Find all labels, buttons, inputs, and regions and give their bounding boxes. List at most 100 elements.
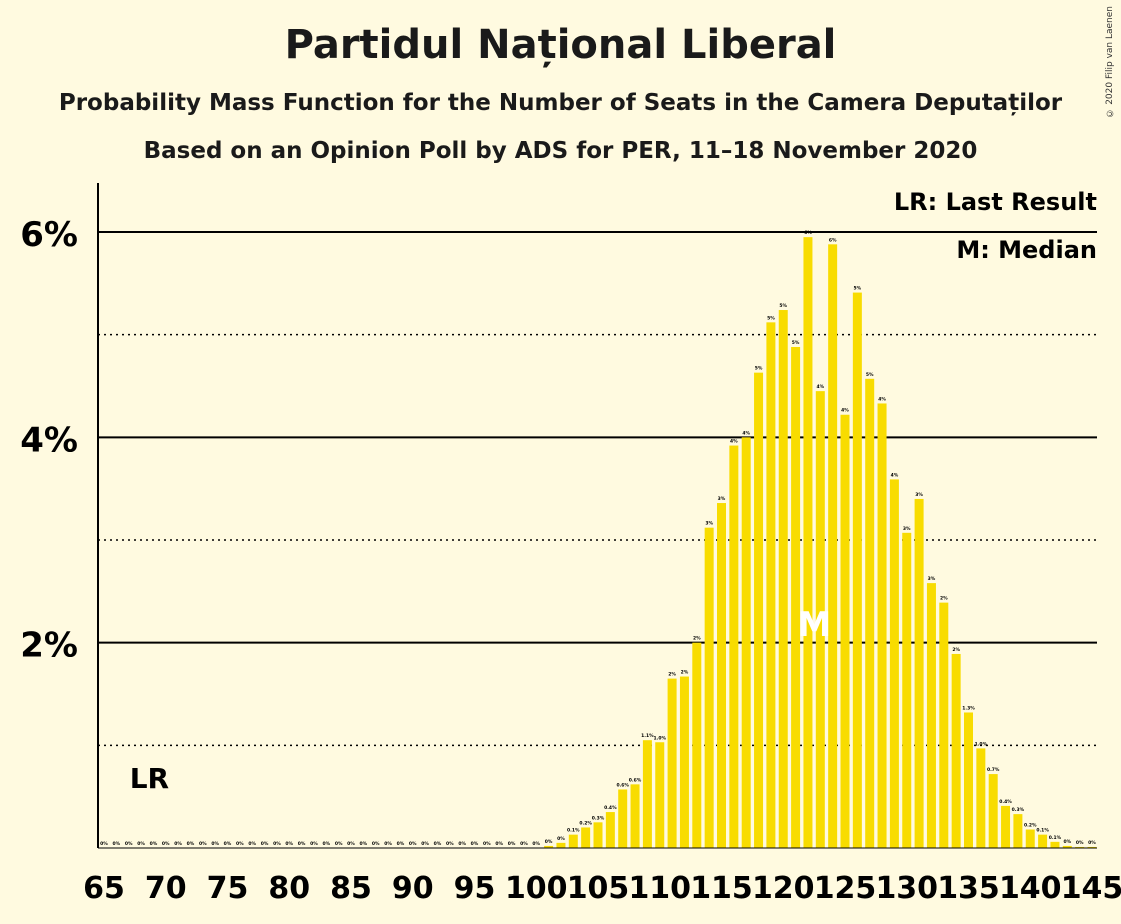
x-tick-label: 130	[875, 871, 938, 906]
bar-seat-124	[828, 244, 838, 848]
bar-seat-115	[717, 503, 726, 848]
bar-label-seat-91: 0%	[421, 841, 429, 847]
bar-label-seat-114: 3%	[705, 521, 713, 527]
x-tick-label: 135	[937, 871, 1000, 906]
x-tick-label: 70	[145, 871, 187, 906]
bar-label-seat-65: 0%	[100, 841, 108, 847]
bar-seat-113	[692, 642, 702, 848]
bar-label-seat-112: 2%	[681, 670, 689, 676]
axes	[97, 183, 1097, 849]
bar-seat-141	[1038, 834, 1048, 848]
bar-seat-101	[544, 845, 554, 848]
x-tick-label: 145	[1061, 871, 1121, 906]
bar-label-seat-86: 0%	[360, 841, 368, 847]
bar-series	[544, 237, 1097, 849]
bar-label-seat-109: 1.1%	[641, 733, 654, 739]
bar-label-seat-115: 3%	[718, 496, 726, 502]
bar-label-seat-121: 5%	[792, 340, 800, 346]
bar-label-seat-67: 0%	[125, 841, 133, 847]
legend-median: M: Median	[956, 236, 1097, 264]
bar-label-seat-92: 0%	[434, 841, 442, 847]
x-tick-label: 125	[814, 871, 877, 906]
bar-label-seat-93: 0%	[446, 841, 454, 847]
bar-label-seat-73: 0%	[199, 841, 207, 847]
bar-seat-142	[1050, 841, 1060, 848]
bar-label-seat-131: 3%	[915, 492, 923, 498]
bar-label-seat-106: 0.4%	[604, 805, 617, 811]
bar-label-seat-141: 0.1%	[1036, 828, 1049, 834]
x-tick-label: 140	[999, 871, 1062, 906]
last-result-marker: LR	[130, 762, 169, 795]
x-tick-label: 120	[752, 871, 815, 906]
bar-seat-112	[679, 676, 689, 848]
bar-seat-130	[902, 532, 912, 848]
bar-seat-135	[964, 712, 973, 848]
chart-title: Partidul Național Liberal	[284, 22, 837, 68]
bar-label-seat-82: 0%	[310, 841, 318, 847]
bar-label-seat-134: 2%	[952, 647, 960, 653]
bar-seat-123	[815, 391, 825, 848]
bar-label-seat-123: 4%	[816, 384, 824, 390]
bar-label-seat-144: 0%	[1076, 840, 1084, 846]
bar-seat-107	[618, 789, 628, 848]
bar-label-seat-107: 0.6%	[616, 782, 629, 788]
x-tick-label: 105	[567, 871, 630, 906]
bar-label-seat-145: 0%	[1088, 840, 1096, 846]
bar-label-seat-111: 2%	[668, 672, 676, 678]
bar-seat-120	[778, 310, 788, 848]
bar-seat-143	[1062, 845, 1072, 848]
bar-seat-126	[852, 292, 862, 848]
bar-seat-137	[988, 774, 998, 848]
legend-last-result: LR: Last Result	[894, 188, 1097, 216]
bar-value-labels: 0% 0% 0% 0% 0% 0% 0% 0% 0% 0% 0% 0% 0% 0% 0% 0% 0% 0% 0% 0%…	[100, 230, 1096, 847]
bar-label-seat-130: 3%	[903, 526, 911, 532]
bar-label-seat-128: 4%	[878, 396, 886, 402]
bar-label-seat-110: 1.0%	[654, 735, 667, 741]
bar-seat-121	[791, 346, 801, 848]
y-tick-label: 4%	[20, 420, 78, 460]
bar-label-seat-90: 0%	[409, 841, 417, 847]
bar-label-seat-118: 5%	[755, 366, 763, 372]
bar-label-seat-84: 0%	[335, 841, 343, 847]
bar-label-seat-136: 1.0%	[975, 741, 988, 747]
bar-label-seat-75: 0%	[224, 841, 232, 847]
bar-label-seat-97: 0%	[495, 841, 503, 847]
y-tick-label: 2%	[20, 626, 78, 666]
x-tick-label: 115	[690, 871, 753, 906]
bar-seat-140	[1025, 829, 1035, 848]
bar-label-seat-124: 6%	[829, 237, 837, 243]
bar-label-seat-77: 0%	[248, 841, 256, 847]
x-tick-label: 85	[330, 871, 372, 906]
bar-label-seat-99: 0%	[520, 841, 528, 847]
bar-seat-129	[889, 479, 899, 848]
bar-seat-116	[729, 445, 739, 848]
x-tick-label: 110	[628, 871, 691, 906]
bar-label-seat-102: 0%	[557, 836, 565, 842]
bar-label-seat-140: 0.2%	[1024, 823, 1037, 829]
bar-label-seat-125: 4%	[841, 408, 849, 414]
bar-label-seat-80: 0%	[285, 841, 293, 847]
bar-seat-144	[1075, 846, 1085, 848]
bar-label-seat-135: 1.3%	[962, 705, 975, 711]
y-tick-label: 6%	[20, 215, 78, 255]
bar-label-seat-79: 0%	[273, 841, 281, 847]
bar-label-seat-138: 0.4%	[999, 799, 1012, 805]
bar-seat-103	[568, 834, 578, 848]
bar-label-seat-137: 0.7%	[987, 767, 1000, 773]
bar-label-seat-89: 0%	[397, 841, 405, 847]
bar-label-seat-94: 0%	[458, 841, 466, 847]
x-tick-label: 75	[207, 871, 249, 906]
bar-label-seat-142: 0.1%	[1049, 835, 1062, 841]
bar-label-seat-72: 0%	[187, 841, 195, 847]
x-tick-label: 90	[392, 871, 434, 906]
bar-label-seat-95: 0%	[471, 841, 479, 847]
bar-label-seat-116: 4%	[730, 439, 738, 445]
bar-label-seat-143: 0%	[1063, 839, 1071, 845]
bar-label-seat-88: 0%	[384, 841, 392, 847]
bar-label-seat-117: 4%	[742, 430, 750, 436]
x-tick-labels: 65 70 75 80 85 90 95 100 105 110 115 120 125 130 135 14…	[83, 871, 1121, 906]
bar-label-seat-74: 0%	[211, 841, 219, 847]
bar-seat-131	[914, 498, 924, 848]
bar-label-seat-105: 0.3%	[592, 815, 605, 821]
bar-label-seat-119: 5%	[767, 315, 775, 321]
